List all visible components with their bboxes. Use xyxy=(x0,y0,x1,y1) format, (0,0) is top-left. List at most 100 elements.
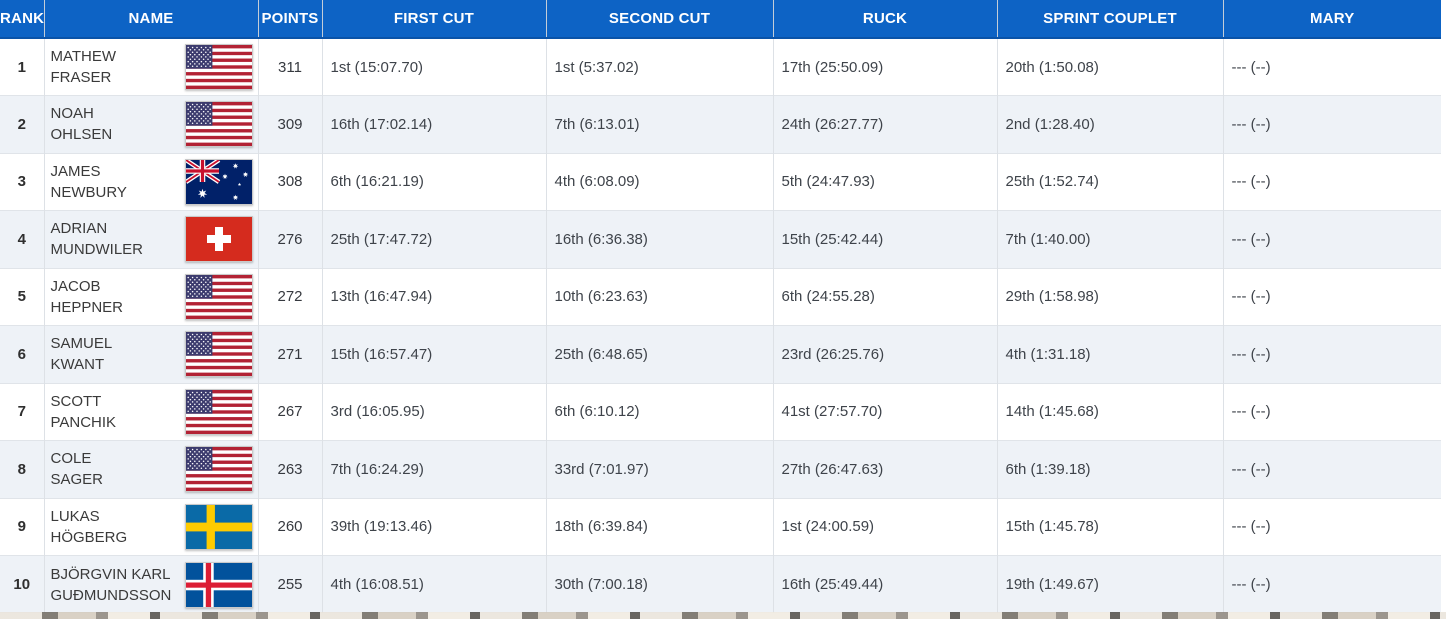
points-cell: 308 xyxy=(257,152,322,211)
result-cell-ruck: 6th (24:55.28) xyxy=(772,267,997,326)
athlete-name: JAMES NEWBURY xyxy=(50,162,127,201)
athlete-row[interactable]: 6 SAMUEL KWANT 271 15th (16:57.47) 25th (6:48… xyxy=(0,325,1441,383)
rank-cell: 4 xyxy=(0,210,44,268)
result-cell-first-cut: 13th (16:47.94) xyxy=(321,267,546,326)
athlete-name: BJÖRGVIN KARL GUÐMUNDSSON xyxy=(50,565,172,604)
australia-flag-icon xyxy=(184,158,253,205)
result-cell-sprint-couplet: 6th (1:39.18) xyxy=(996,440,1223,498)
athlete-row[interactable]: 2 NOAH OHLSEN 309 16th (17:02.14) 7th (6:13.0… xyxy=(0,95,1441,153)
athlete-row[interactable]: 4 ADRIAN MUNDWILER 276 25th (17:47.72) 16th (… xyxy=(0,210,1441,268)
rank-cell: 3 xyxy=(0,152,44,211)
cropped-content-right-edge xyxy=(1441,0,1446,619)
points-cell: 267 xyxy=(257,382,322,441)
result-cell-sprint-couplet: 29th (1:58.98) xyxy=(996,267,1223,326)
result-cell-sprint-couplet: 25th (1:52.74) xyxy=(996,152,1223,211)
name-cell: NOAH OHLSEN xyxy=(43,95,258,153)
usa-flag-icon xyxy=(184,446,253,493)
column-header-points[interactable]: POINTS xyxy=(257,0,322,39)
name-cell: JAMES NEWBURY xyxy=(43,152,258,211)
column-header-rank[interactable]: RANK xyxy=(0,0,44,39)
rank-cell: 8 xyxy=(0,440,44,498)
athlete-row[interactable]: 10 BJÖRGVIN KARL GUÐMUNDSSON 255 4th (16:08.… xyxy=(0,555,1441,613)
athlete-name: NOAH OHLSEN xyxy=(50,105,113,144)
athlete-name: MATHEW FRASER xyxy=(50,48,117,86)
athlete-row[interactable]: 9 LUKAS HÖGBERG 260 39th (19:13.46) 18th (6:3… xyxy=(0,497,1441,556)
result-cell-ruck: 15th (25:42.44) xyxy=(772,210,997,268)
result-cell-sprint-couplet: 4th (1:31.18) xyxy=(996,325,1223,383)
result-cell-first-cut: 3rd (16:05.95) xyxy=(321,382,546,441)
result-cell-ruck: 1st (24:00.59) xyxy=(772,497,997,556)
column-header-ruck[interactable]: RUCK xyxy=(772,0,997,39)
usa-flag-icon xyxy=(184,388,253,435)
points-cell: 276 xyxy=(257,210,322,268)
name-cell: ADRIAN MUNDWILER xyxy=(43,210,258,268)
usa-flag-icon xyxy=(184,273,253,320)
usa-flag-icon xyxy=(184,44,253,90)
rank-cell: 1 xyxy=(0,37,44,96)
athlete-name: COLE SAGER xyxy=(50,450,104,489)
usa-flag-icon xyxy=(184,101,253,148)
result-cell-mary: --- (--) xyxy=(1222,267,1441,326)
usa-flag-icon xyxy=(184,331,253,378)
name-cell: COLE SAGER xyxy=(43,440,258,498)
athlete-name: SCOTT PANCHIK xyxy=(50,392,117,431)
name-cell: JACOB HEPPNER xyxy=(43,267,258,326)
result-cell-ruck: 5th (24:47.93) xyxy=(772,152,997,211)
result-cell-sprint-couplet: 7th (1:40.00) xyxy=(996,210,1223,268)
iceland-flag-icon xyxy=(184,561,253,608)
result-cell-sprint-couplet: 19th (1:49.67) xyxy=(996,555,1223,613)
sweden-flag-icon xyxy=(184,503,253,550)
athlete-row[interactable]: 8 COLE SAGER 263 7th (16:24.29) 33rd (7:01.97… xyxy=(0,440,1441,498)
result-cell-ruck: 17th (25:50.09) xyxy=(772,37,997,96)
result-cell-sprint-couplet: 15th (1:45.78) xyxy=(996,497,1223,556)
result-cell-mary: --- (--) xyxy=(1222,325,1441,383)
result-cell-ruck: 27th (26:47.63) xyxy=(772,440,997,498)
athlete-name: SAMUEL KWANT xyxy=(50,335,113,374)
result-cell-sprint-couplet: 20th (1:50.08) xyxy=(996,37,1223,96)
athlete-row[interactable]: 7 SCOTT PANCHIK 267 3rd (16:05.95) 6th (6:10.… xyxy=(0,382,1441,441)
result-cell-mary: --- (--) xyxy=(1222,95,1441,153)
result-cell-sprint-couplet: 2nd (1:28.40) xyxy=(996,95,1223,153)
athlete-name: ADRIAN MUNDWILER xyxy=(50,220,144,259)
rank-cell: 6 xyxy=(0,325,44,383)
name-cell: BJÖRGVIN KARL GUÐMUNDSSON xyxy=(43,555,258,613)
result-cell-ruck: 24th (26:27.77) xyxy=(772,95,997,153)
athlete-row[interactable]: 1 MATHEW FRASER 311 1st (15:07.70) 1st (5:37.… xyxy=(0,37,1441,96)
athlete-name: JACOB HEPPNER xyxy=(50,277,124,316)
cropped-content-bottom-edge xyxy=(0,612,1446,619)
name-cell: SAMUEL KWANT xyxy=(43,325,258,383)
name-cell: MATHEW FRASER xyxy=(43,37,258,96)
column-header-first-cut[interactable]: FIRST CUT xyxy=(321,0,546,39)
points-cell: 255 xyxy=(257,555,322,613)
switzerland-flag-icon xyxy=(184,216,253,263)
athlete-row[interactable]: 5 JACOB HEPPNER 272 13th (16:47.94) 10th (6:2… xyxy=(0,267,1441,326)
rank-cell: 10 xyxy=(0,555,44,613)
name-cell: SCOTT PANCHIK xyxy=(43,382,258,441)
points-cell: 263 xyxy=(257,440,322,498)
points-cell: 271 xyxy=(257,325,322,383)
result-cell-first-cut: 1st (15:07.70) xyxy=(321,37,546,96)
rank-cell: 2 xyxy=(0,95,44,153)
result-cell-second-cut: 30th (7:00.18) xyxy=(545,555,773,613)
result-cell-second-cut: 10th (6:23.63) xyxy=(545,267,773,326)
name-cell: LUKAS HÖGBERG xyxy=(43,497,258,556)
result-cell-first-cut: 25th (17:47.72) xyxy=(321,210,546,268)
result-cell-mary: --- (--) xyxy=(1222,440,1441,498)
result-cell-second-cut: 25th (6:48.65) xyxy=(545,325,773,383)
result-cell-second-cut: 18th (6:39.84) xyxy=(545,497,773,556)
athlete-row[interactable]: 3 JAMES NEWBURY 308 6th (16:21.19) 4th (6:08.… xyxy=(0,152,1441,211)
result-cell-first-cut: 7th (16:24.29) xyxy=(321,440,546,498)
result-cell-first-cut: 15th (16:57.47) xyxy=(321,325,546,383)
column-header-name[interactable]: NAME xyxy=(43,0,258,39)
result-cell-second-cut: 4th (6:08.09) xyxy=(545,152,773,211)
column-header-sprint-couplet[interactable]: SPRINT COUPLET xyxy=(996,0,1223,39)
result-cell-ruck: 41st (27:57.70) xyxy=(772,382,997,441)
result-cell-second-cut: 7th (6:13.01) xyxy=(545,95,773,153)
column-header-mary[interactable]: MARY xyxy=(1222,0,1441,39)
result-cell-mary: --- (--) xyxy=(1222,210,1441,268)
result-cell-ruck: 16th (25:49.44) xyxy=(772,555,997,613)
column-header-second-cut[interactable]: SECOND CUT xyxy=(545,0,773,39)
rank-cell: 7 xyxy=(0,382,44,441)
athlete-name: LUKAS HÖGBERG xyxy=(50,507,128,546)
